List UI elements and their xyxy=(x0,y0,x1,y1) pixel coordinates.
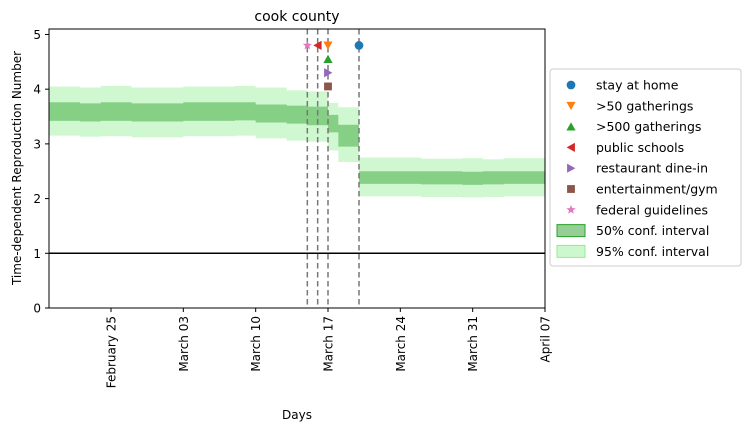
500-gatherings-marker xyxy=(323,54,333,63)
y-tick-label: 1 xyxy=(33,247,41,261)
public-schools-marker xyxy=(313,40,322,51)
y-tick-label: 3 xyxy=(33,137,41,151)
x-tick-label: March 31 xyxy=(466,316,480,372)
legend-label: entertainment/gym xyxy=(596,182,718,197)
ci95-band xyxy=(49,85,545,198)
x-tick-label: March 24 xyxy=(394,316,408,372)
50-gatherings-marker xyxy=(323,41,333,50)
legend-federal-guidelines-marker xyxy=(566,204,576,214)
legend-restaurant-dine-in-marker xyxy=(567,163,576,173)
legend-50-gatherings-marker xyxy=(566,101,576,111)
y-tick-label: 2 xyxy=(33,192,41,206)
y-tick-label: 5 xyxy=(33,28,41,42)
x-tick-label: April 07 xyxy=(539,316,553,363)
chart-title: cook county xyxy=(254,9,339,25)
legend-public-schools-marker xyxy=(566,142,575,152)
stay-at-home-marker xyxy=(354,41,364,50)
ci50-band xyxy=(49,102,545,185)
legend: stay at home >50 gatherings >500 gathering… xyxy=(549,68,742,267)
legend-label: federal guidelines xyxy=(596,202,708,217)
legend-stay-at-home-marker xyxy=(566,80,576,90)
y-axis-label: Time-dependent Reproduction Number xyxy=(10,51,24,286)
y-tick-label: 4 xyxy=(33,83,41,97)
legend-frame xyxy=(549,68,742,267)
restaurant-dine-in-marker xyxy=(324,68,333,78)
legend-ci95-swatch xyxy=(556,244,586,258)
x-axis-label: Days xyxy=(282,408,312,422)
legend-label: >500 gatherings xyxy=(596,119,701,134)
x-tick-label: February 25 xyxy=(105,316,119,388)
legend-500-gatherings-marker xyxy=(566,122,576,131)
legend-label: restaurant dine-in xyxy=(596,161,708,176)
x-tick-label: March 03 xyxy=(177,316,191,372)
federal-guidelines-marker xyxy=(302,40,312,50)
plot-frame xyxy=(48,28,546,309)
legend-entertainment-gym-marker xyxy=(567,185,575,193)
legend-ci50-swatch xyxy=(556,224,586,238)
entertainment-gym-marker xyxy=(324,82,332,91)
legend-label: 50% conf. interval xyxy=(596,223,709,238)
legend-label: 95% conf. interval xyxy=(596,244,709,259)
x-tick-label: March 10 xyxy=(249,316,263,372)
y-tick-label: 0 xyxy=(33,302,41,316)
legend-label: public schools xyxy=(596,140,684,155)
x-tick-label: March 17 xyxy=(322,316,336,372)
legend-label: >50 gatherings xyxy=(596,98,693,113)
legend-label: stay at home xyxy=(596,78,679,93)
